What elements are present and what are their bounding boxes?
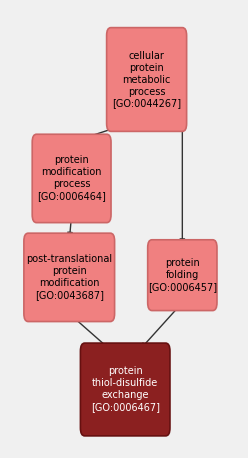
- Text: protein
folding
[GO:0006457]: protein folding [GO:0006457]: [148, 258, 217, 292]
- FancyBboxPatch shape: [80, 343, 170, 436]
- Text: protein
modification
process
[GO:0006464]: protein modification process [GO:0006464…: [37, 155, 106, 202]
- Text: post-translational
protein
modification
[GO:0043687]: post-translational protein modification …: [26, 254, 112, 300]
- FancyBboxPatch shape: [148, 240, 217, 311]
- Text: protein
thiol-disulfide
exchange
[GO:0006467]: protein thiol-disulfide exchange [GO:000…: [91, 366, 160, 413]
- FancyBboxPatch shape: [24, 233, 115, 322]
- FancyBboxPatch shape: [32, 134, 111, 223]
- Text: cellular
protein
metabolic
process
[GO:0044267]: cellular protein metabolic process [GO:0…: [112, 50, 181, 109]
- FancyBboxPatch shape: [107, 27, 186, 131]
